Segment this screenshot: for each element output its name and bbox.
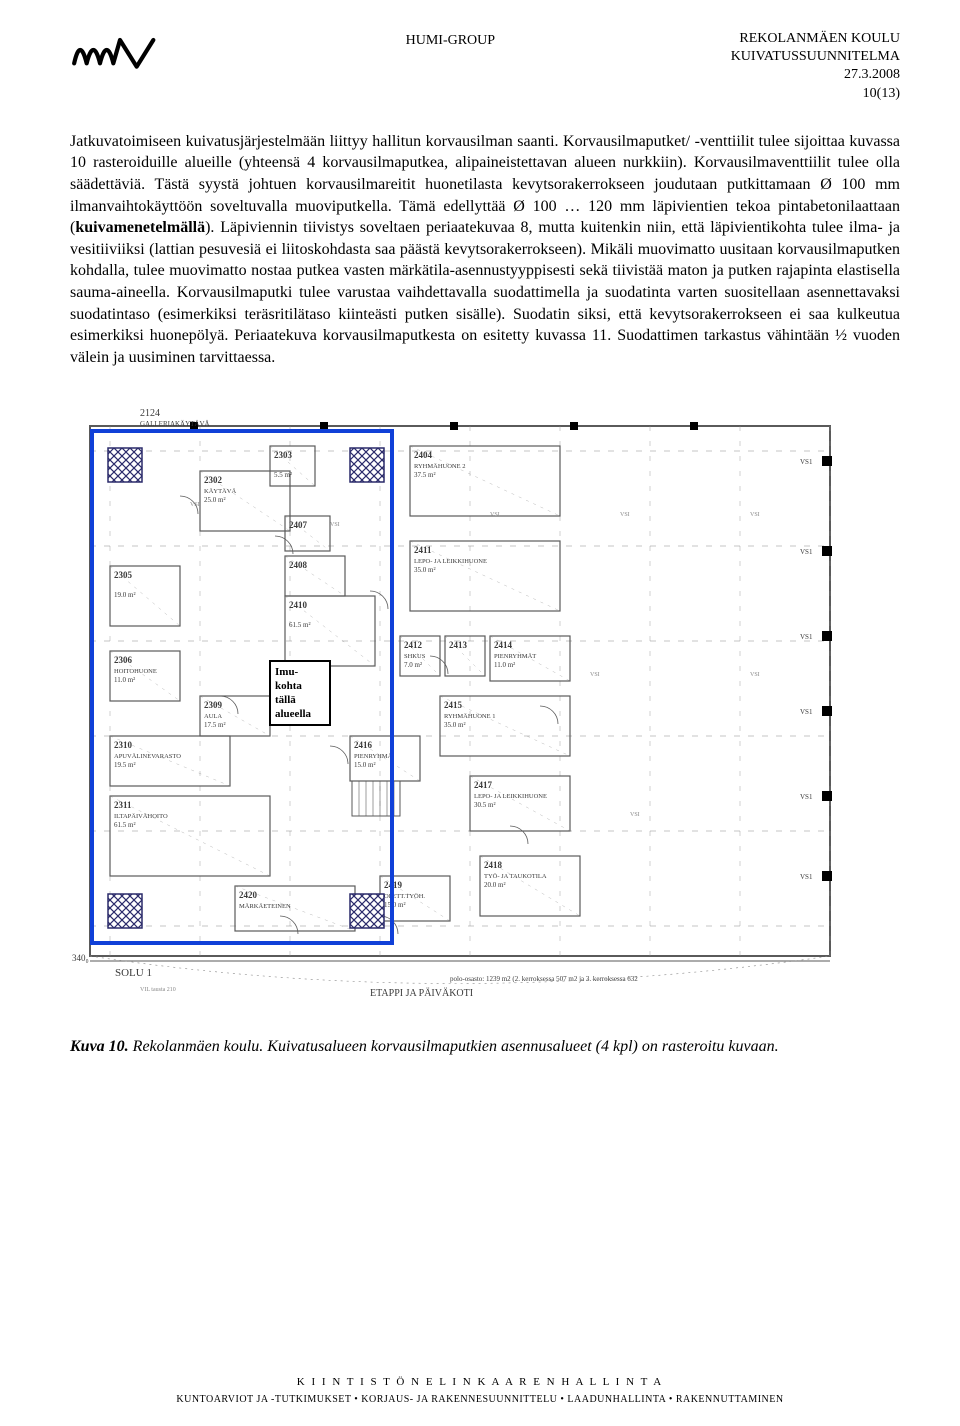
- svg-text:VSI: VSI: [330, 522, 340, 528]
- svg-text:2311: 2311: [114, 800, 132, 810]
- svg-text:VSI: VSI: [750, 512, 760, 518]
- svg-text:35.0 m²: 35.0 m²: [444, 721, 466, 729]
- page-footer: K I I N T I S T Ö N E L I N K A A R E N …: [0, 1375, 960, 1406]
- svg-text:2416: 2416: [354, 740, 373, 750]
- svg-text:SOLU 1: SOLU 1: [115, 967, 152, 979]
- project-name: REKOLANMÄEN KOULU: [731, 30, 900, 48]
- svg-text:MÄRKÄETEINEN: MÄRKÄETEINEN: [239, 903, 291, 910]
- svg-text:tällä: tällä: [275, 694, 296, 706]
- svg-text:17.5 m²: 17.5 m²: [204, 721, 226, 729]
- svg-text:2417: 2417: [474, 780, 493, 790]
- svg-text:5.5 m²: 5.5 m²: [274, 471, 292, 479]
- svg-text:19.5 m²: 19.5 m²: [114, 761, 136, 769]
- svg-text:VSI: VSI: [620, 512, 630, 518]
- svg-text:VSI: VSI: [590, 672, 600, 678]
- svg-text:KÄYTÄVÄ: KÄYTÄVÄ: [204, 488, 236, 495]
- svg-text:alueella: alueella: [275, 708, 312, 720]
- svg-text:TYÖ- JA TAUKOTILA: TYÖ- JA TAUKOTILA: [484, 873, 547, 880]
- svg-text:kohta: kohta: [275, 680, 302, 692]
- header-center-text: HUMI-GROUP: [170, 30, 731, 51]
- svg-text:VS1: VS1: [800, 548, 813, 556]
- svg-text:15.0 m²: 15.0 m²: [384, 901, 406, 909]
- page-number: 10(13): [731, 85, 900, 103]
- doc-date: 27.3.2008: [731, 66, 900, 84]
- svg-text:2413: 2413: [449, 640, 468, 650]
- figure-caption: Kuva 10. Rekolanmäen koulu. Kuivatusalue…: [70, 1036, 900, 1058]
- svg-text:ILTAPÄIVÄHOITO: ILTAPÄIVÄHOITO: [114, 813, 168, 820]
- svg-text:PIENRYHMÄT: PIENRYHMÄT: [494, 653, 536, 660]
- svg-text:LEPO- JA LEIKKIHUONE: LEPO- JA LEIKKIHUONE: [474, 793, 547, 800]
- svg-text:2303: 2303: [274, 450, 293, 460]
- svg-text:11.0 m²: 11.0 m²: [494, 661, 515, 669]
- footer-line2: KUNTOARVIOT JA -TUTKIMUKSET • KORJAUS- J…: [0, 1393, 960, 1407]
- svg-text:2408: 2408: [289, 560, 308, 570]
- svg-text:ETAPPI JA PÄIVÄKOTI: ETAPPI JA PÄIVÄKOTI: [370, 987, 473, 999]
- svg-text:SHKUS: SHKUS: [404, 653, 426, 660]
- svg-text:11.0 m²: 11.0 m²: [114, 676, 135, 684]
- svg-text:2410: 2410: [289, 600, 308, 610]
- svg-text:2418: 2418: [484, 860, 503, 870]
- svg-text:2420: 2420: [239, 890, 258, 900]
- page-header: HUMI-GROUP REKOLANMÄEN KOULU KUIVATUSSUU…: [70, 30, 900, 103]
- svg-text:2415: 2415: [444, 700, 463, 710]
- svg-text:2310: 2310: [114, 740, 133, 750]
- floorplan-svg: VS1 VS1 VS1 VS1 VS1 VS1 2124GALLERIAKÄYTÄVÄ 230…: [70, 396, 850, 1016]
- svg-text:2306: 2306: [114, 655, 133, 665]
- logo: [70, 30, 170, 77]
- footer-line1: K I I N T I S T Ö N E L I N K A A R E N …: [0, 1375, 960, 1390]
- svg-text:AULA: AULA: [204, 713, 222, 720]
- svg-text:25.0 m²: 25.0 m²: [204, 496, 226, 504]
- svg-text:35.0 m²: 35.0 m²: [414, 566, 436, 574]
- floorplan-figure: VS1 VS1 VS1 VS1 VS1 VS1 2124GALLERIAKÄYTÄVÄ 230…: [70, 396, 900, 1016]
- svg-text:2302: 2302: [204, 475, 223, 485]
- svg-text:APUVÄLINEVARASTO: APUVÄLINEVARASTO: [114, 753, 181, 760]
- svg-text:VSI: VSI: [630, 812, 640, 818]
- svg-text:HOITOHUONE: HOITOHUONE: [114, 668, 157, 675]
- svg-text:VIL tausta 210: VIL tausta 210: [140, 987, 176, 993]
- svg-text:30.5 m²: 30.5 m²: [474, 801, 496, 809]
- svg-text:VSI: VSI: [750, 672, 760, 678]
- svg-text:19.0 m²: 19.0 m²: [114, 591, 136, 599]
- svg-text:2412: 2412: [404, 640, 423, 650]
- svg-text:61.5 m²: 61.5 m²: [289, 621, 311, 629]
- svg-text:VS1: VS1: [800, 873, 813, 881]
- svg-text:2407: 2407: [289, 520, 308, 530]
- svg-text:RYHMÄHUONE 1: RYHMÄHUONE 1: [444, 713, 495, 720]
- caption-label: Kuva 10.: [70, 1038, 129, 1055]
- svg-text:VS1: VS1: [800, 633, 813, 641]
- logo-icon: [70, 30, 170, 70]
- doc-type: KUIVATUSSUUNNITELMA: [731, 48, 900, 66]
- svg-text:37.5 m²: 37.5 m²: [414, 471, 436, 479]
- svg-text:VS1: VS1: [800, 708, 813, 716]
- svg-text:VSI: VSI: [190, 502, 200, 508]
- svg-text:340₀: 340₀: [72, 953, 89, 963]
- svg-text:VS1: VS1: [800, 793, 813, 801]
- svg-text:20.0 m²: 20.0 m²: [484, 881, 506, 889]
- svg-text:Imu-: Imu-: [275, 666, 299, 678]
- svg-text:2414: 2414: [494, 640, 513, 650]
- svg-text:2404: 2404: [414, 450, 433, 460]
- svg-text:VSI: VSI: [490, 512, 500, 518]
- svg-text:polo-osasto: 1239 m2 (2. kerro: polo-osasto: 1239 m2 (2. kerroksessa 507…: [450, 975, 638, 983]
- svg-text:2411: 2411: [414, 545, 432, 555]
- svg-text:RYHMÄHUONE 2: RYHMÄHUONE 2: [414, 463, 465, 470]
- caption-text: Rekolanmäen koulu. Kuivatusalueen korvau…: [129, 1038, 779, 1055]
- svg-text:61.5 m²: 61.5 m²: [114, 821, 136, 829]
- header-right-block: REKOLANMÄEN KOULU KUIVATUSSUUNNITELMA 27…: [731, 30, 900, 103]
- svg-text:2305: 2305: [114, 570, 133, 580]
- svg-text:7.0 m²: 7.0 m²: [404, 661, 422, 669]
- svg-text:GALLERIAKÄYTÄVÄ: GALLERIAKÄYTÄVÄ: [140, 420, 210, 428]
- svg-text:VS1: VS1: [800, 458, 813, 466]
- svg-text:15.0 m²: 15.0 m²: [354, 761, 376, 769]
- svg-text:LEPO- JA LEIKKIHUONE: LEPO- JA LEIKKIHUONE: [414, 558, 487, 565]
- svg-text:PIENRYHMÄ: PIENRYHMÄ: [354, 753, 393, 760]
- main-paragraph: Jatkuvatoimiseen kuivatusjärjestelmään l…: [70, 131, 900, 369]
- svg-text:2309: 2309: [204, 700, 223, 710]
- svg-text:2124: 2124: [140, 408, 160, 419]
